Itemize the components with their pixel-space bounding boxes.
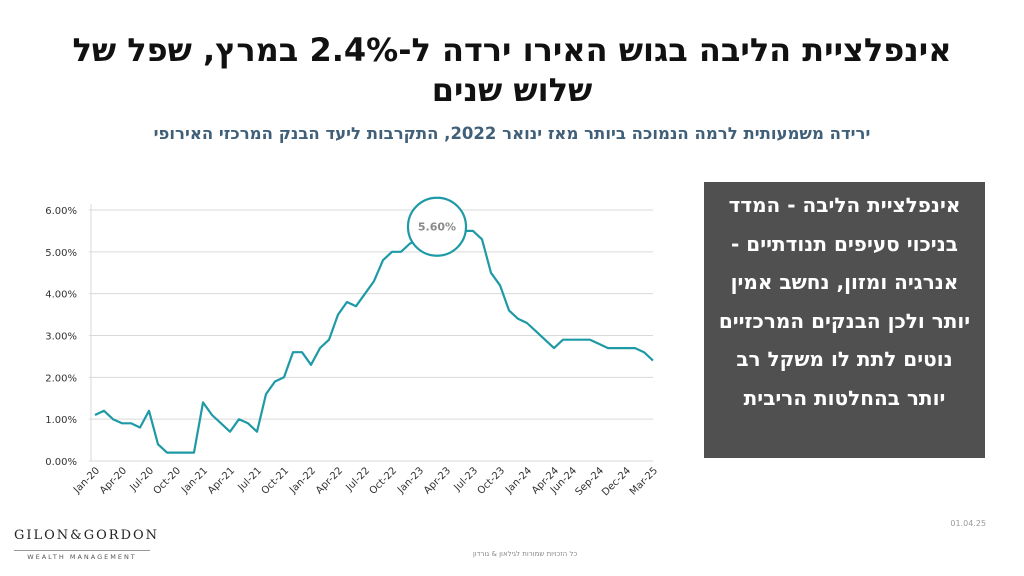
y-tick-label: 1.00% bbox=[45, 415, 77, 426]
x-tick-label: Apr-22 bbox=[314, 465, 345, 496]
explanation-box: אינפלציית הליבה - המדד בניכוי סעיפים תנו… bbox=[704, 182, 985, 458]
x-tick-label: Apr-20 bbox=[98, 465, 129, 496]
company-logo: GILON&GORDON WEALTH MANAGEMENT bbox=[14, 528, 160, 562]
slide-date: 01.04.25 bbox=[950, 519, 986, 528]
slide-subtitle: ירידה משמעותית לרמה הנמוכה ביותר מאז ינו… bbox=[153, 124, 871, 143]
x-tick-label: Dec-24 bbox=[600, 465, 633, 498]
copyright-footer: כל הזכויות שמורות לגילאון & גורדון bbox=[472, 550, 578, 558]
x-tick-label: Oct-20 bbox=[152, 465, 184, 497]
x-tick-label: Jan-24 bbox=[503, 465, 534, 496]
x-tick-label: Sep-24 bbox=[573, 465, 606, 498]
logo-tagline: WEALTH MANAGEMENT bbox=[27, 553, 137, 561]
peak-annotation-label: 5.60% bbox=[418, 221, 456, 234]
core-inflation-series-line bbox=[94, 221, 654, 454]
logo-wordmark: GILON&GORDON bbox=[14, 528, 160, 543]
x-tick-label: Mar-25 bbox=[628, 465, 660, 497]
y-tick-label: 4.00% bbox=[45, 290, 77, 301]
y-tick-label: 3.00% bbox=[45, 332, 77, 343]
x-tick-label: Oct-21 bbox=[260, 465, 292, 497]
slide-title: אינפלציית הליבה בגוש האירו ירדה ל-2.4% ב… bbox=[72, 31, 952, 109]
x-tick-label: Oct-22 bbox=[368, 465, 400, 497]
y-axis-tick-labels: 0.00% 1.00% 2.00% 3.00% 4.00% 5.00% 6.00% bbox=[45, 206, 77, 468]
x-tick-label: Jan-21 bbox=[179, 465, 210, 496]
core-inflation-line-chart: 0.00% 1.00% 2.00% 3.00% 4.00% 5.00% 6.00% Jan-… bbox=[45, 196, 660, 498]
peak-annotation-circle bbox=[406, 196, 468, 257]
chart-gridlines bbox=[89, 204, 653, 462]
y-tick-label: 2.00% bbox=[45, 373, 77, 384]
x-tick-label: Jan-22 bbox=[287, 465, 318, 496]
x-tick-label: Apr-21 bbox=[206, 465, 237, 496]
y-tick-label: 6.00% bbox=[45, 206, 77, 217]
logo-divider bbox=[14, 550, 150, 551]
y-tick-label: 0.00% bbox=[45, 457, 77, 468]
x-tick-label: Jan-23 bbox=[395, 465, 426, 496]
x-tick-label: Oct-23 bbox=[476, 465, 508, 497]
y-tick-label: 5.00% bbox=[45, 248, 77, 259]
x-tick-label: Jan-20 bbox=[71, 465, 102, 496]
explanation-text: אינפלציית הליבה - המדד בניכוי סעיפים תנו… bbox=[718, 193, 971, 410]
x-tick-label: Apr-23 bbox=[422, 465, 453, 496]
